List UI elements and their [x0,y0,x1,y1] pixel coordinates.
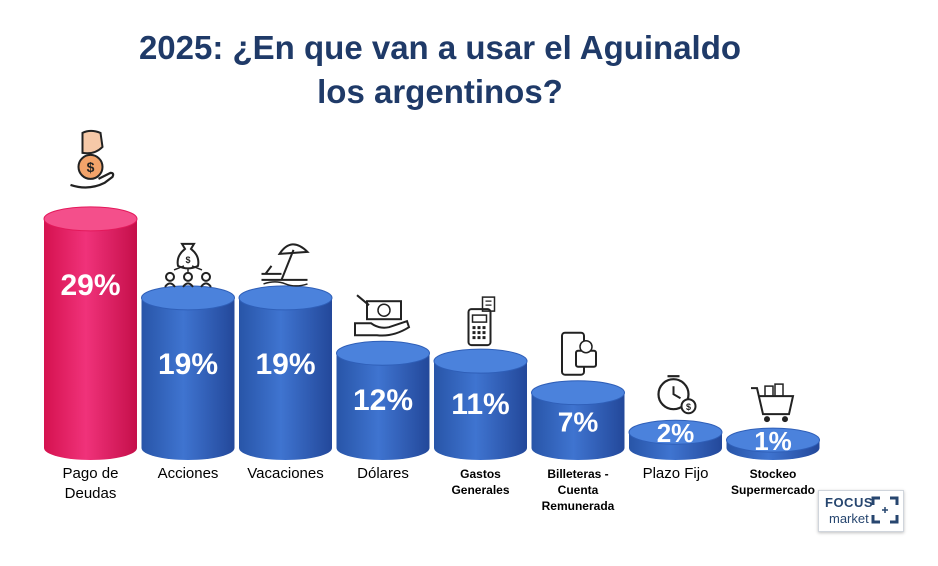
beach-umbrella-icon [261,243,310,287]
category-label: Pago de Deudas [63,465,119,502]
focus-bracket-icon [871,496,899,524]
value-label: 7% [558,407,599,438]
bar-body [434,361,527,461]
value-label: 1% [754,426,792,456]
bar-body [531,392,625,461]
value-label: 19% [158,348,218,381]
category-label: Dólares [357,465,409,482]
clock-coin-icon: $ [657,375,697,415]
focus-market-logo: FOCUS market [818,490,904,532]
value-label: 29% [60,269,120,302]
svg-text:$: $ [686,402,691,412]
logo-text-focus: FOCUS [825,495,873,510]
bar-1 [43,206,138,461]
category-label: Vacaciones [247,465,323,482]
svg-text:$: $ [87,159,95,175]
bar-body [336,353,430,461]
value-label: 19% [255,348,315,381]
category-label: Billeteras -Cuenta Remunerada [542,467,615,513]
hand-money-icon: $ [70,129,115,189]
bar-8 [726,427,820,460]
chart-title-line-2: los argentinos? [317,73,563,110]
bar-top [141,285,235,311]
bar-top [336,340,430,366]
svg-text:$: $ [185,255,190,265]
money-bag-network-icon: $ [164,242,212,288]
bar-4 [336,340,430,461]
bar-top [433,348,528,374]
bar-top [238,285,333,311]
logo-text-market: market [829,511,869,526]
bar-top [531,380,625,406]
category-label: Plazo Fijo [643,465,709,482]
bar-2 [141,285,235,461]
bar-top [726,427,820,453]
value-label: 12% [353,384,413,417]
bar-5 [433,348,528,461]
category-label: Stockeo Supermercado [731,467,815,497]
category-label: Gastos Generales [451,467,509,497]
bar-body [239,297,332,461]
value-label: 2% [657,418,695,448]
value-label: 11% [451,388,509,421]
bar-7 [628,419,723,461]
shopping-cart-icon [751,383,795,423]
phone-wallet-icon [561,331,597,376]
bar-body [44,218,137,461]
bar-top [43,206,138,232]
bar-3 [238,285,333,461]
chart-title: 2025: ¿En que van a usar el Aguinaldo lo… [0,26,880,114]
cash-hand-icon [354,294,411,337]
category-label: Acciones [158,465,219,482]
chart-title-line-1: 2025: ¿En que van a usar el Aguinaldo [138,29,742,66]
bar-top [628,419,723,445]
bar-6 [531,380,625,461]
pos-terminal-icon [467,296,496,347]
bar-body [141,297,235,461]
